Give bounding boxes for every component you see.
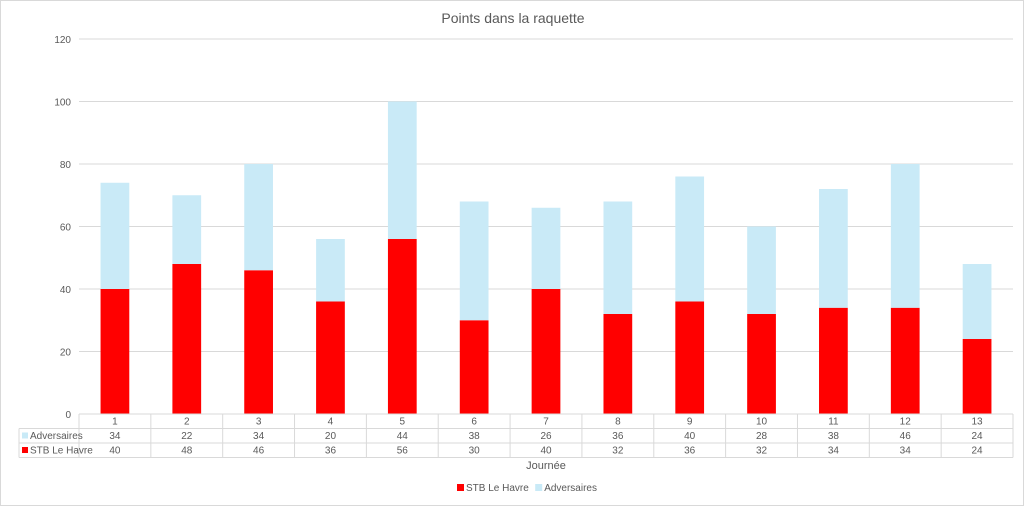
legend-label: STB Le Havre — [466, 483, 529, 494]
data-label: 40 — [109, 446, 121, 457]
data-label: 34 — [109, 431, 121, 442]
x-axis-title: Journée — [526, 460, 566, 472]
data-label: 34 — [900, 446, 912, 457]
bar-stb-le-havre — [603, 314, 633, 414]
y-tick-label: 120 — [54, 35, 71, 46]
bar-stb-le-havre — [819, 307, 848, 414]
y-axis: 0 20 40 60 80 100 120 — [54, 35, 71, 421]
x-tick-label: 2 — [184, 417, 190, 428]
data-label: 46 — [253, 446, 265, 457]
data-label: 36 — [325, 446, 337, 457]
data-label: 22 — [181, 431, 193, 442]
bar-stb-le-havre — [244, 270, 273, 414]
data-label: 40 — [684, 431, 696, 442]
bar-stb-le-havre — [387, 239, 417, 414]
bar-adversaires — [387, 101, 417, 239]
bar-adversaires — [172, 195, 202, 264]
data-label: 28 — [756, 431, 768, 442]
table-row-label: Adversaires — [30, 431, 83, 442]
data-label: 34 — [828, 446, 840, 457]
x-tick-label: 12 — [900, 417, 912, 428]
bar-adversaires — [100, 182, 130, 289]
bar-stb-le-havre — [316, 301, 345, 414]
x-tick-label: 11 — [828, 417, 839, 428]
data-label: 20 — [325, 431, 337, 442]
data-label: 34 — [253, 431, 265, 442]
data-label: 32 — [756, 446, 768, 457]
x-tick-label: 3 — [256, 417, 262, 428]
bar-stb-le-havre — [459, 320, 489, 414]
data-label: 38 — [828, 431, 840, 442]
data-label: 26 — [540, 431, 552, 442]
bar-stb-le-havre — [675, 301, 705, 414]
y-tick-label: 80 — [60, 160, 72, 171]
bar-adversaires — [459, 201, 489, 321]
data-label: 40 — [540, 446, 552, 457]
bar-stb-le-havre — [172, 264, 202, 414]
x-tick-label: 7 — [543, 417, 549, 428]
bar-adversaires — [316, 239, 345, 302]
table-legend-key — [22, 432, 28, 439]
data-label: 24 — [972, 431, 984, 442]
data-label: 36 — [612, 431, 624, 442]
bars — [100, 101, 992, 414]
bar-adversaires — [675, 176, 705, 302]
bar-adversaires — [531, 207, 561, 289]
table-legend-key — [22, 447, 28, 453]
legend-key — [457, 484, 464, 491]
bar-stb-le-havre — [100, 289, 130, 414]
x-tick-label: 1 — [112, 417, 118, 428]
x-tick-label: 6 — [471, 417, 477, 428]
bar-adversaires — [603, 201, 633, 314]
bar-adversaires — [819, 189, 848, 308]
data-label: 46 — [900, 431, 912, 442]
bar-stb-le-havre — [747, 314, 776, 414]
chart-title: Points dans la raquette — [441, 10, 584, 26]
data-label: 38 — [469, 431, 481, 442]
y-tick-label: 20 — [60, 348, 72, 359]
x-tick-label: 13 — [972, 417, 984, 428]
data-label: 56 — [397, 446, 409, 457]
data-label: 30 — [469, 446, 481, 457]
legend-label: Adversaires — [544, 483, 597, 494]
bar-adversaires — [244, 164, 273, 271]
table-row-label: STB Le Havre — [30, 446, 93, 457]
x-tick-label: 9 — [687, 417, 693, 428]
x-tick-label: 8 — [615, 417, 621, 428]
bar-adversaires — [747, 226, 776, 314]
x-tick-label: 4 — [328, 417, 334, 428]
legend: STB Le Havre Adversaires — [457, 483, 597, 494]
data-label: 36 — [684, 446, 696, 457]
data-label: 48 — [181, 446, 193, 457]
data-label: 24 — [972, 446, 984, 457]
legend-key — [535, 484, 543, 491]
bar-stb-le-havre — [890, 307, 920, 414]
y-tick-label: 40 — [60, 285, 72, 296]
bar-adversaires — [890, 164, 920, 308]
bar-stb-le-havre — [962, 339, 992, 414]
bar-stb-le-havre — [531, 289, 561, 414]
y-tick-label: 60 — [60, 223, 72, 234]
y-tick-label: 0 — [65, 410, 71, 421]
x-tick-label: 5 — [400, 417, 406, 428]
bar-adversaires — [962, 264, 992, 339]
data-label: 32 — [612, 446, 624, 457]
x-tick-label: 10 — [756, 417, 768, 428]
data-label: 44 — [397, 431, 409, 442]
y-tick-label: 100 — [54, 98, 71, 109]
